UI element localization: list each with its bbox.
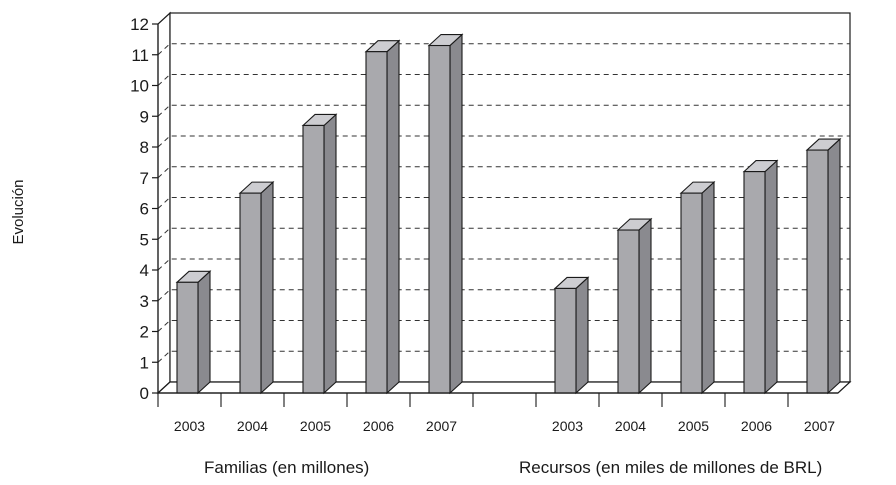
x-tick-label: 2005 xyxy=(300,418,331,434)
y-tick-label: 11 xyxy=(131,46,149,65)
x-tick-label: 2003 xyxy=(552,418,583,434)
bar-familias-2005 xyxy=(301,113,338,395)
x-tick-label: 2004 xyxy=(237,418,268,434)
group-label-familias: Familias (en millones) xyxy=(204,458,370,477)
bar-familias-2007 xyxy=(427,33,464,395)
bar-recursos-2003 xyxy=(553,276,590,395)
y-tick-label: 10 xyxy=(130,77,149,96)
y-tick-label: 3 xyxy=(140,292,149,311)
bar-recursos-2006 xyxy=(742,159,779,395)
x-tick-label: 2003 xyxy=(174,418,205,434)
group-label-recursos: Recursos (en miles de millones de BRL) xyxy=(519,458,823,477)
x-tick-label: 2004 xyxy=(615,418,646,434)
y-tick-label: 2 xyxy=(140,323,149,342)
gridline xyxy=(157,197,850,209)
side-wall xyxy=(157,11,171,395)
y-tick-label: 6 xyxy=(140,200,149,219)
gridline xyxy=(157,135,850,148)
x-tick-label: 2005 xyxy=(678,418,709,434)
bar-familias-2006 xyxy=(364,39,401,395)
y-tick-label: 8 xyxy=(140,138,149,157)
y-tick-label: 12 xyxy=(130,15,149,34)
bar-recursos-2004 xyxy=(616,217,653,395)
y-tick-label: 9 xyxy=(140,107,149,126)
gridline xyxy=(157,104,850,117)
y-tick-label: 1 xyxy=(140,353,149,372)
bar-familias-2003 xyxy=(175,270,212,395)
y-axis-label: Evolución xyxy=(10,179,27,244)
gridline xyxy=(157,166,850,179)
y-tick-label: 0 xyxy=(140,384,149,403)
bar-familias-2004 xyxy=(238,180,275,395)
x-tick-label: 2007 xyxy=(426,418,457,434)
x-tick-label: 2006 xyxy=(741,418,772,434)
y-tick-label: 4 xyxy=(140,261,149,280)
y-tick-label: 7 xyxy=(140,169,149,188)
bars xyxy=(175,33,842,395)
y-tick-label: 5 xyxy=(140,230,149,249)
gridline xyxy=(157,43,850,56)
x-tick-label: 2006 xyxy=(363,418,394,434)
x-axis: 2003 2004 2005 2006 2007 2003 2004 2005 2006 2007 xyxy=(157,392,838,434)
bar-recursos-2005 xyxy=(679,180,716,395)
bar-recursos-2007 xyxy=(805,137,842,395)
x-tick-label: 2007 xyxy=(804,418,835,434)
gridline xyxy=(157,74,850,86)
